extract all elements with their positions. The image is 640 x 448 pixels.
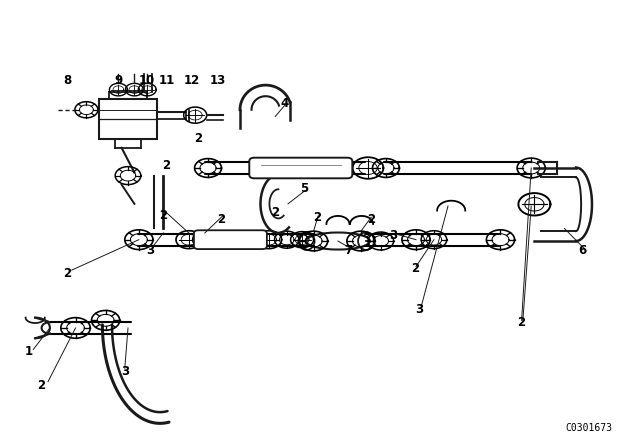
Text: C0301673: C0301673 <box>565 423 612 433</box>
Text: 2: 2 <box>313 211 321 224</box>
Text: 6: 6 <box>579 244 586 258</box>
Text: 11: 11 <box>158 74 175 87</box>
Text: 2: 2 <box>518 316 525 329</box>
Text: 13: 13 <box>209 74 226 87</box>
Text: 7: 7 <box>345 244 353 258</box>
Text: 2: 2 <box>163 159 170 172</box>
Text: 5: 5 <box>300 181 308 195</box>
Text: 3: 3 <box>147 244 154 258</box>
Text: 10: 10 <box>139 74 156 87</box>
Text: 2: 2 <box>159 208 167 222</box>
Text: 1: 1 <box>25 345 33 358</box>
Text: 2: 2 <box>38 379 45 392</box>
Text: 2: 2 <box>195 132 202 146</box>
Text: 3: 3 <box>415 302 423 316</box>
Text: 2: 2 <box>367 213 375 226</box>
Text: 8: 8 <box>63 74 71 87</box>
Text: 3: 3 <box>121 365 129 379</box>
Text: 2: 2 <box>63 267 71 280</box>
Text: 12: 12 <box>184 74 200 87</box>
Text: 2: 2 <box>217 213 225 226</box>
FancyBboxPatch shape <box>194 230 267 249</box>
Text: 4: 4 <box>281 96 289 110</box>
Text: 3: 3 <box>390 228 397 242</box>
Text: 2: 2 <box>411 262 419 276</box>
Text: 9: 9 <box>115 74 122 87</box>
FancyBboxPatch shape <box>249 158 352 178</box>
Text: 2: 2 <box>271 206 279 220</box>
